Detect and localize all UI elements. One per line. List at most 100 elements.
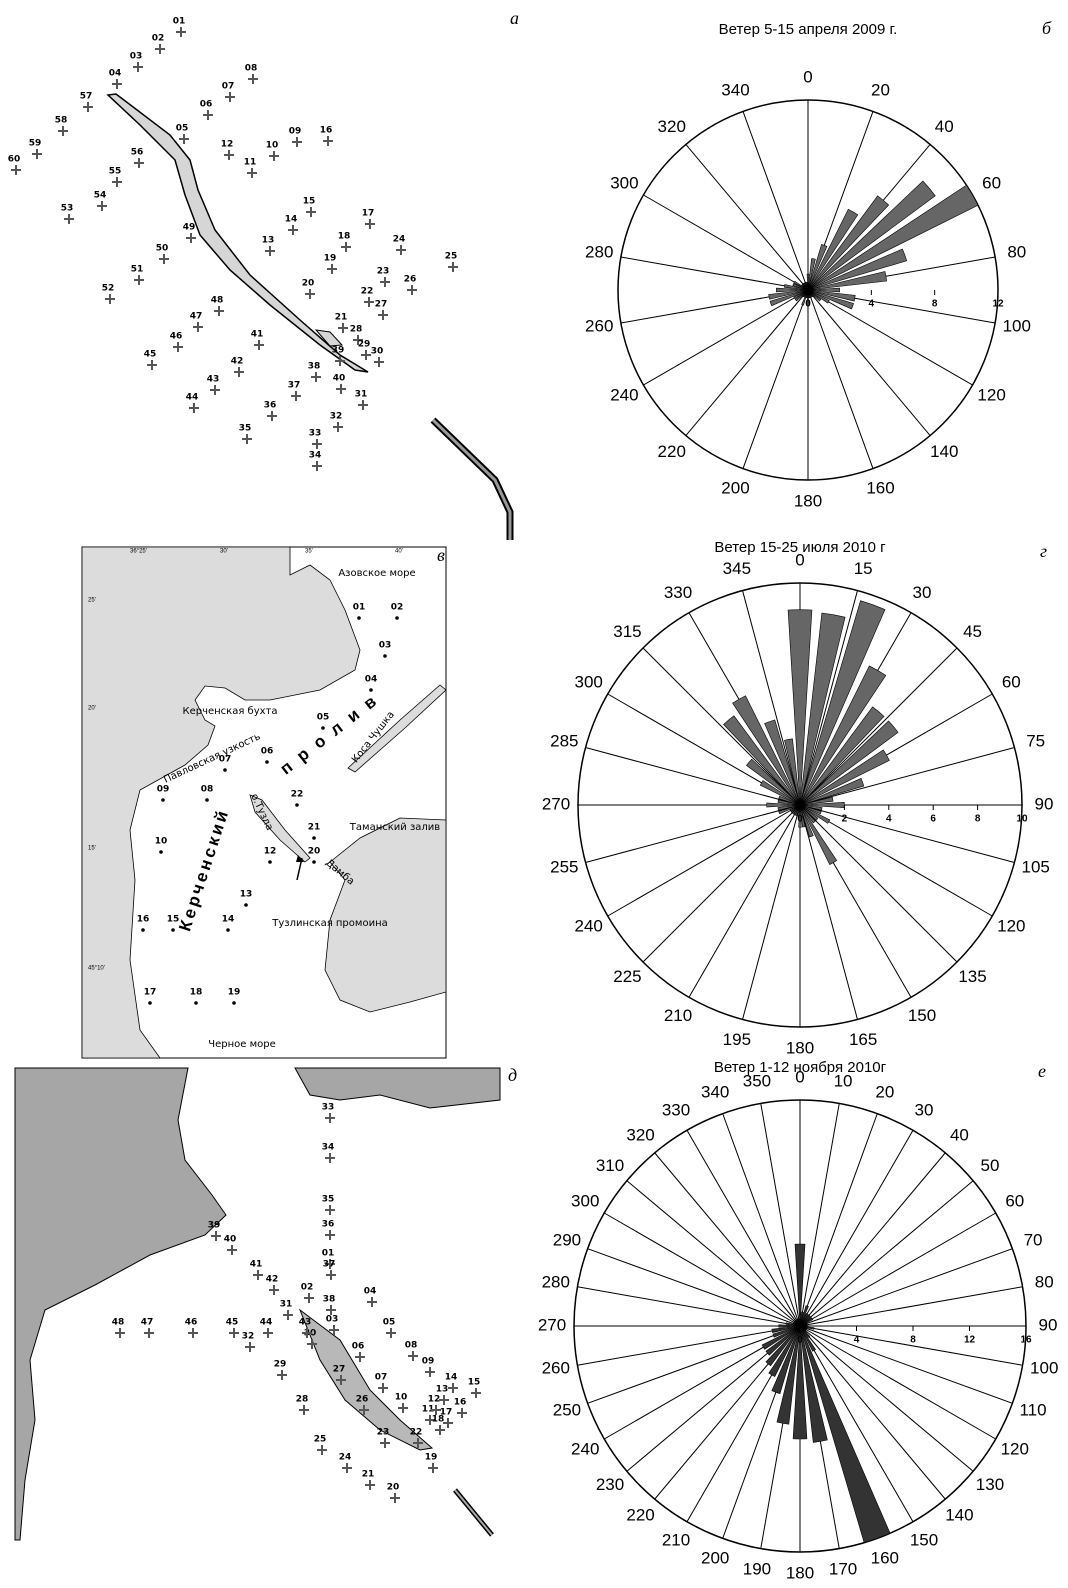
angle-label: 195 [723, 1030, 751, 1049]
station-marker [265, 246, 275, 256]
bar [797, 1318, 801, 1327]
bar [807, 287, 840, 293]
spoke [742, 590, 801, 806]
station-marker [291, 391, 301, 401]
station-label: 22 [291, 790, 304, 800]
arrow-head [296, 855, 304, 862]
islet [314, 329, 344, 347]
station-label: 05 [317, 713, 330, 723]
station-label: 29 [358, 340, 371, 350]
station-label: 09 [422, 1357, 435, 1367]
station-marker [11, 165, 21, 175]
bar [806, 273, 810, 291]
station-label: 36 [322, 1220, 335, 1230]
station-label: 20 [308, 847, 321, 857]
angle-label: 310 [596, 1156, 624, 1175]
angle-label: 280 [542, 1272, 570, 1291]
bar [799, 1325, 811, 1338]
bar [799, 1325, 817, 1352]
station-label: 32 [330, 412, 343, 422]
station-label: 45 [226, 1318, 239, 1328]
station-marker [365, 219, 375, 229]
panel-letter: е [1038, 1061, 1046, 1081]
station-label: 10 [395, 1393, 408, 1403]
angle-label: 285 [550, 731, 578, 750]
station-label: 06 [261, 747, 274, 757]
panel-letter: д [508, 1065, 517, 1085]
station-marker [232, 1001, 236, 1005]
station-marker [325, 1205, 335, 1215]
angle-label: 330 [662, 1101, 690, 1120]
angle-label: 80 [1035, 1272, 1054, 1291]
station-label: 23 [377, 1428, 390, 1438]
station-label: 55 [109, 167, 122, 177]
bar [807, 289, 812, 298]
station-marker [134, 158, 144, 168]
bar [799, 1314, 811, 1327]
radial-tick-label: 0 [797, 814, 803, 825]
station-marker [326, 1270, 336, 1280]
angle-label: 10 [834, 1071, 853, 1090]
station-label: 19 [228, 988, 241, 998]
angle-label: 120 [997, 916, 1025, 935]
station-label: 40 [224, 1235, 237, 1245]
angle-label: 60 [982, 173, 1001, 192]
bar [805, 281, 809, 291]
station-marker [141, 928, 145, 932]
spoke [799, 1152, 946, 1327]
spoke [799, 1325, 974, 1472]
angle-label: 170 [829, 1560, 857, 1579]
bar [807, 208, 859, 291]
station-label: 09 [157, 785, 170, 795]
angle-label: 315 [613, 622, 641, 641]
spoke [742, 111, 809, 291]
chart-title: Ветер 15-25 июля 2010 г [714, 539, 886, 556]
station-label: 05 [383, 1318, 396, 1328]
bar [792, 1325, 808, 1440]
station-marker [148, 1001, 152, 1005]
station-marker [159, 850, 163, 854]
station-label: 33 [309, 429, 322, 439]
station-marker [193, 322, 203, 332]
station-marker [205, 798, 209, 802]
angle-label: 140 [945, 1505, 973, 1524]
spoke [799, 1286, 1023, 1327]
angle-label: 165 [849, 1030, 877, 1049]
spoke [799, 747, 1015, 806]
station-label: 29 [274, 1360, 287, 1370]
bar [799, 1312, 809, 1327]
angle-label: 150 [908, 1006, 936, 1025]
land [294, 1067, 501, 1109]
station-label: 09 [289, 127, 302, 137]
bar [789, 804, 801, 812]
angle-label: 60 [1005, 1191, 1024, 1210]
station-label: 36 [264, 401, 277, 411]
panel-letter: а [510, 8, 519, 28]
dam [430, 417, 514, 540]
radial-tick-label: 12 [964, 1335, 976, 1346]
station-marker [133, 62, 143, 72]
station-marker [408, 1351, 418, 1361]
coordinate-label: 36°25' [130, 549, 147, 555]
station-marker [325, 1230, 335, 1240]
station-label: 40 [333, 374, 346, 384]
station-label: 39 [208, 1221, 221, 1231]
panel-letter: г [1040, 541, 1047, 561]
station-marker [380, 1438, 390, 1448]
radial-tick-label: 6 [930, 814, 936, 825]
station-marker [189, 403, 199, 413]
bar [790, 804, 801, 814]
station-label: 17 [362, 209, 375, 219]
angle-label: 20 [871, 80, 890, 99]
bar [799, 804, 806, 828]
bar [778, 1324, 801, 1328]
spoke [799, 1103, 840, 1327]
spoke [807, 289, 973, 386]
radial-tick-label: 10 [1016, 814, 1028, 825]
station-marker [186, 233, 196, 243]
station-marker [396, 245, 406, 255]
station-label: 21 [308, 823, 321, 833]
station-label: 15 [303, 197, 316, 207]
chart-title: Ветер 1-12 ноября 2010г [714, 1059, 887, 1076]
station-label: 20 [387, 1483, 400, 1493]
